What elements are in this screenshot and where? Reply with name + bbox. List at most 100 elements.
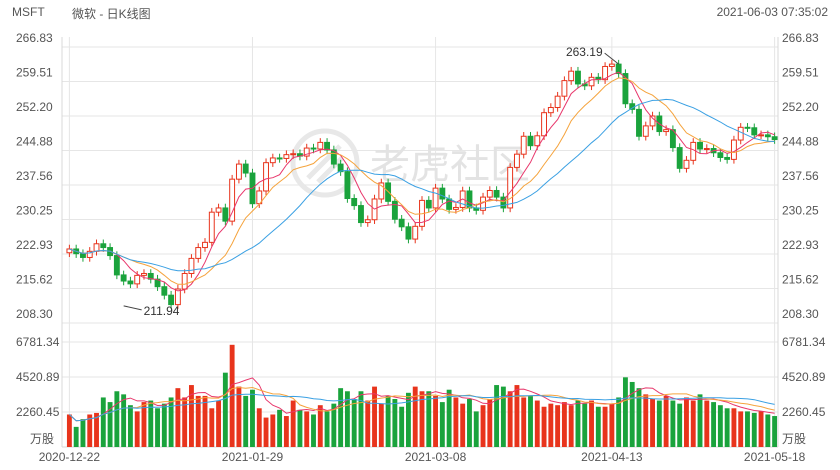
timestamp: 2021-06-03 07:35:02	[716, 5, 828, 19]
volume-bar	[555, 405, 561, 447]
candle-body	[351, 198, 358, 207]
candle-body	[364, 219, 371, 224]
volume-bars	[66, 344, 778, 447]
candle-body	[330, 149, 337, 165]
volume-bar	[656, 400, 662, 447]
volume-bar	[100, 397, 106, 447]
volume-bar	[622, 377, 628, 447]
volume-bar	[290, 400, 296, 447]
candle-body	[303, 147, 310, 157]
volume-bar	[161, 403, 167, 447]
volume-bar	[121, 394, 127, 447]
candle-body	[771, 136, 778, 141]
ma10-line	[69, 77, 775, 285]
candle-body	[703, 148, 710, 151]
volume-bar	[772, 416, 778, 447]
volume-bar	[473, 411, 479, 447]
volume-bar	[650, 399, 655, 447]
volume-axis-labels: 6781.34 6781.34 4520.89 4520.89 2260.45 2260.…	[16, 335, 826, 446]
price-annotations: 263.19 211.94	[123, 45, 619, 318]
volume-bar	[528, 395, 533, 447]
candle-body	[500, 196, 507, 209]
price-tick-label-right: 230.25	[782, 203, 819, 217]
candle-body	[405, 226, 412, 240]
watermark: 老虎社区	[290, 128, 530, 198]
volume-bar	[358, 391, 364, 447]
price-tick-label-left: 215.62	[16, 272, 53, 286]
volume-bar	[182, 397, 188, 447]
volume-bar	[344, 391, 350, 447]
candle-body	[344, 171, 351, 200]
volume-bar	[256, 408, 262, 447]
volume-bar	[439, 402, 445, 447]
price-tick-label-left: 259.51	[16, 66, 53, 80]
volume-bar	[419, 391, 425, 447]
candle-body	[276, 157, 283, 160]
candle-body	[263, 162, 269, 192]
volume-bar	[399, 406, 405, 447]
volume-bar	[704, 400, 710, 447]
volume-bar	[602, 406, 608, 447]
volume-bar	[270, 414, 276, 447]
price-tick-label-right: 266.83	[782, 31, 819, 45]
volume-bar	[66, 414, 72, 447]
volume-bar	[521, 397, 527, 447]
candle-body	[337, 163, 344, 173]
volume-bar	[738, 411, 744, 447]
price-tick-label-left: 266.83	[16, 31, 53, 45]
price-tick-label-right: 208.30	[782, 307, 819, 321]
volume-bar	[134, 411, 140, 447]
candle-body	[561, 80, 568, 97]
candle-body	[147, 272, 154, 280]
volume-bar	[643, 394, 649, 447]
candle-body	[93, 243, 100, 252]
volume-bar	[331, 403, 337, 447]
volume-bar	[189, 385, 194, 447]
volume-bar	[575, 400, 581, 447]
date-axis-labels: 2020-12-22 2021-01-29 2021-03-08 2021-04-13…	[39, 450, 806, 464]
volume-tick-label-left: 6781.34	[16, 335, 60, 349]
volume-bar	[283, 416, 289, 447]
volume-bar	[460, 403, 466, 447]
volume-bar	[351, 399, 357, 447]
candle-body	[391, 200, 398, 220]
price-tick-label-left: 244.88	[16, 135, 53, 149]
candle-body	[195, 247, 202, 259]
candle-body	[412, 225, 419, 240]
candle-body	[758, 134, 764, 137]
candle-body	[100, 243, 107, 249]
candle-body	[310, 147, 317, 150]
volume-bar	[277, 409, 283, 447]
volume-bar	[684, 397, 689, 447]
candle-body	[168, 294, 175, 306]
high-annotation-label: 263.19	[566, 45, 603, 59]
volume-bar	[311, 414, 316, 447]
candle-body	[425, 199, 432, 209]
volume-bar	[175, 388, 181, 447]
volume-bar	[582, 403, 588, 447]
candle-body	[554, 95, 561, 109]
volume-bar	[751, 412, 757, 447]
price-tick-label-right: 215.62	[782, 272, 819, 286]
candle-body	[724, 156, 731, 160]
candle-body	[527, 135, 534, 147]
candle-body	[513, 153, 520, 168]
candle-body	[602, 65, 609, 81]
candle-body	[202, 241, 208, 249]
volume-bar	[616, 397, 622, 447]
volume-tick-label-left: 4520.89	[16, 370, 60, 384]
price-tick-label-left: 237.56	[16, 169, 53, 183]
candle-body	[764, 134, 771, 138]
price-tick-label-right: 244.88	[782, 135, 819, 149]
volume-bar	[392, 399, 398, 447]
volume-average-lines	[69, 377, 775, 422]
volume-bar	[629, 381, 635, 447]
candle-body	[358, 205, 364, 224]
candle-body	[690, 141, 697, 161]
price-tick-label-left: 208.30	[16, 307, 53, 321]
volume-bar	[202, 395, 208, 447]
volume-bar	[73, 426, 79, 447]
price-tick-label-left: 230.25	[16, 203, 53, 217]
volume-bar	[467, 399, 472, 447]
candle-body	[174, 288, 181, 306]
